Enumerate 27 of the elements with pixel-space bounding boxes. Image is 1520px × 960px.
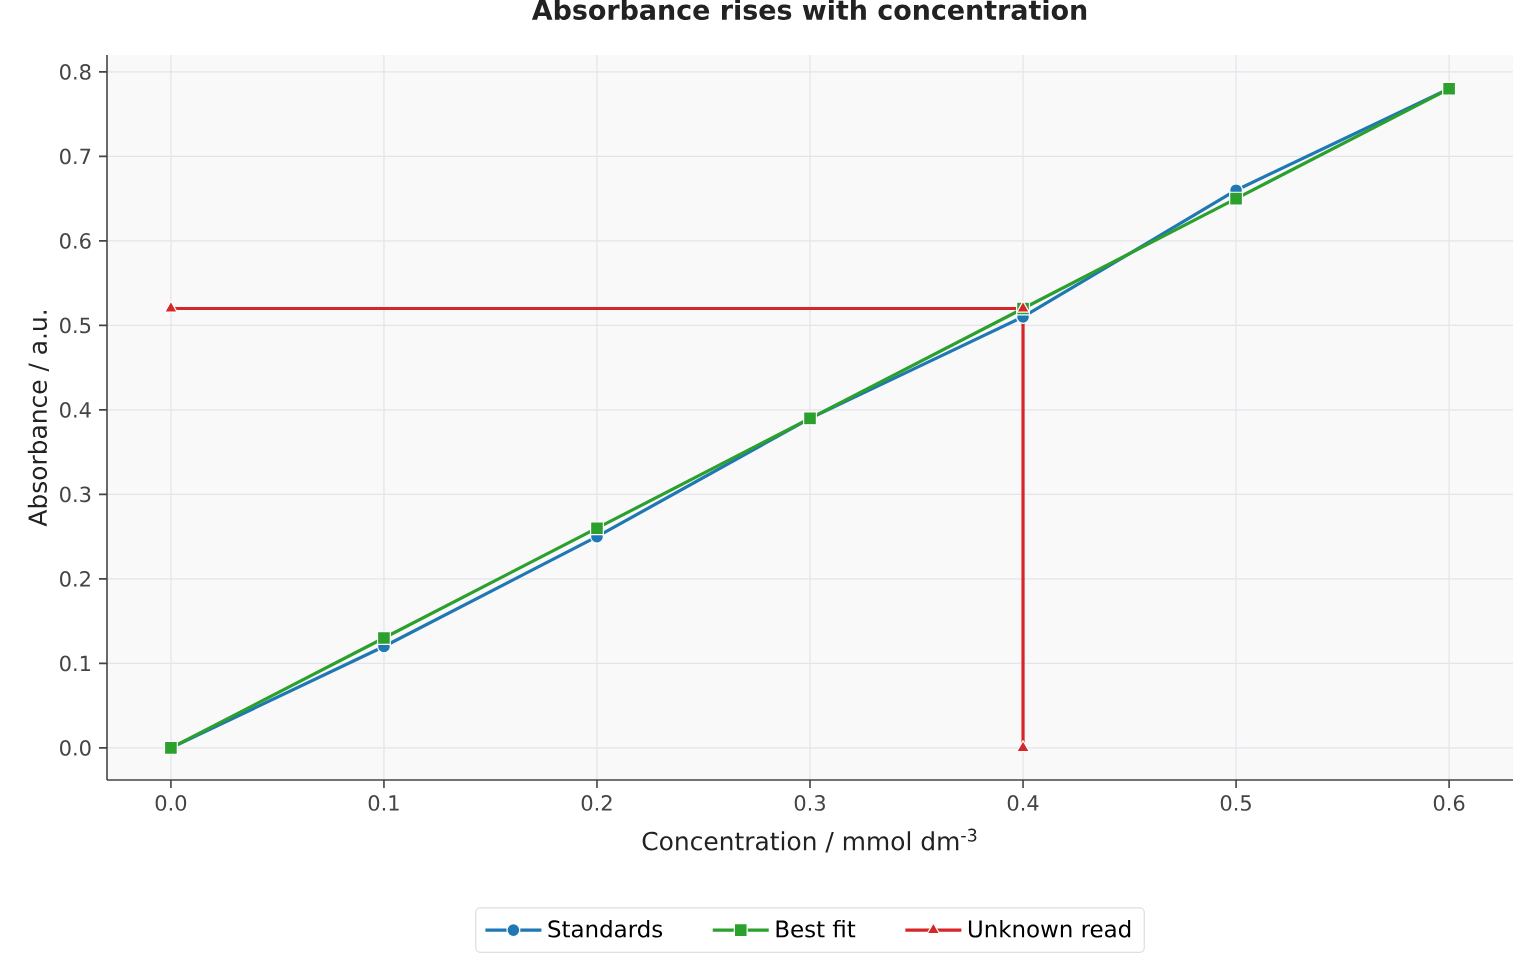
- point: [1016, 740, 1030, 753]
- x-tick-label: 0.4: [1007, 795, 1039, 811]
- x-axis-title: Concentration / mmol dm$^{-3}$: [642, 828, 977, 853]
- legend-label: Best fit: [776, 919, 856, 938]
- y-tick-label: 0.2: [60, 570, 90, 587]
- y-tick-label: 0.7: [60, 148, 91, 165]
- point: [376, 631, 391, 646]
- point: [589, 521, 604, 536]
- y-tick-label: 0.0: [60, 739, 91, 756]
- y-tick-label: 0.1: [60, 655, 91, 672]
- y-tick-label: 0.3: [60, 486, 91, 503]
- y-tick-label: 0.8: [60, 63, 91, 80]
- x-tick-label: 0.0: [155, 795, 187, 811]
- y-tick-label: 0.5: [60, 317, 91, 334]
- legend-label: Standards: [548, 919, 663, 938]
- chart-title: Absorbance rises with concentration: [531, 0, 1087, 20]
- x-tick-label: 0.3: [794, 795, 825, 811]
- point: [1229, 191, 1244, 206]
- y-tick-label: 0.6: [60, 232, 91, 249]
- y-axis-title: Absorbance / a.u.: [27, 311, 50, 527]
- x-tick-label: 0.6: [1433, 795, 1465, 811]
- x-tick-label: 0.5: [1220, 795, 1251, 811]
- point: [164, 300, 178, 313]
- legend-label: Unknown read: [968, 919, 1131, 938]
- y-tick-label: 0.4: [60, 401, 91, 418]
- x-tick-label: 0.1: [368, 795, 399, 811]
- x-tick-label: 0.2: [581, 795, 612, 811]
